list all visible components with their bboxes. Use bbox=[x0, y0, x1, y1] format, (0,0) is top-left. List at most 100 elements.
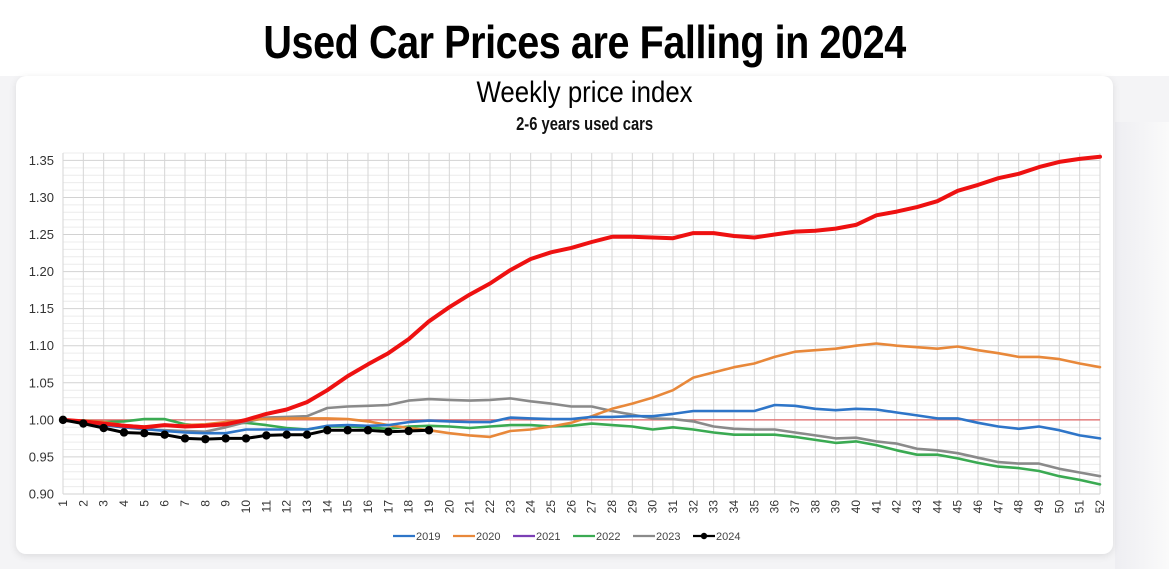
series-line-2021 bbox=[61, 154, 1102, 430]
chart-card bbox=[16, 76, 1113, 554]
x-tick-label: 20 bbox=[442, 500, 456, 514]
x-tick-label: 28 bbox=[605, 500, 619, 514]
legend-marker-2024 bbox=[700, 532, 708, 540]
x-tick-label: 11 bbox=[259, 500, 273, 513]
x-tick-label: 30 bbox=[646, 500, 660, 514]
data-point-2024 bbox=[363, 426, 373, 435]
data-point-2024 bbox=[343, 426, 352, 435]
series-line-2023 bbox=[61, 397, 1102, 478]
x-tick-label: 52 bbox=[1093, 500, 1107, 514]
data-point-2024 bbox=[201, 434, 210, 444]
data-point-2024 bbox=[180, 434, 190, 443]
y-tick-label: 0.95 bbox=[29, 449, 54, 464]
x-tick-label: 15 bbox=[341, 500, 355, 514]
x-tick-label: 44 bbox=[930, 500, 944, 514]
data-point-2024 bbox=[160, 430, 169, 439]
series-line-2019 bbox=[61, 403, 1102, 440]
data-point-2024 bbox=[79, 419, 88, 428]
x-tick-label: 27 bbox=[585, 500, 599, 514]
chart-subsubtitle: 2-6 years used cars bbox=[516, 114, 654, 134]
y-tick-label: 1.10 bbox=[29, 338, 54, 353]
data-point-2024 bbox=[302, 430, 312, 439]
x-tick-label: 8 bbox=[198, 500, 212, 507]
x-tick-label: 24 bbox=[524, 500, 538, 514]
x-tick-label: 3 bbox=[97, 500, 111, 507]
x-tick-label: 16 bbox=[361, 500, 375, 514]
x-tick-label: 22 bbox=[483, 500, 497, 514]
side-strip bbox=[1115, 122, 1169, 569]
x-tick-label: 19 bbox=[422, 500, 436, 514]
series-group bbox=[58, 154, 1102, 486]
x-tick-label: 47 bbox=[991, 500, 1005, 514]
x-tick-label: 34 bbox=[727, 500, 741, 514]
x-tick-label: 25 bbox=[544, 500, 558, 514]
x-axis-ticks: 1 2 3 4 5 6 7 8 9 10 11 12 13 14 15 16 17 18 19 20 21 22 23 24 2… bbox=[56, 500, 1107, 514]
data-point-2024 bbox=[140, 429, 149, 438]
data-point-2024 bbox=[119, 428, 129, 437]
x-tick-label: 40 bbox=[849, 500, 863, 514]
legend-label-2020: 2020 bbox=[476, 531, 500, 543]
x-tick-label: 18 bbox=[402, 500, 416, 514]
legend-label-2019: 2019 bbox=[416, 531, 440, 543]
x-tick-label: 14 bbox=[320, 500, 334, 514]
data-point-2024 bbox=[384, 427, 393, 436]
data-point-2024 bbox=[262, 431, 271, 440]
x-tick-label: 33 bbox=[707, 500, 721, 514]
chart-subtitle: Weekly price index bbox=[476, 76, 693, 109]
y-tick-label: 1.05 bbox=[29, 375, 54, 390]
x-tick-label: 31 bbox=[666, 500, 680, 514]
x-tick-label: 37 bbox=[788, 500, 802, 514]
x-tick-label: 10 bbox=[239, 500, 253, 514]
x-tick-label: 6 bbox=[158, 500, 172, 507]
data-point-2024 bbox=[424, 426, 434, 435]
y-tick-label: 1.25 bbox=[29, 227, 54, 242]
x-tick-label: 39 bbox=[829, 500, 843, 514]
x-tick-label: 23 bbox=[503, 500, 517, 514]
data-point-2024 bbox=[221, 434, 230, 443]
x-tick-label: 36 bbox=[768, 500, 782, 514]
x-tick-label: 42 bbox=[890, 500, 904, 514]
legend-label-2022: 2022 bbox=[596, 531, 620, 543]
header-band bbox=[0, 0, 1169, 76]
x-tick-label: 50 bbox=[1052, 500, 1066, 514]
x-tick-label: 43 bbox=[910, 500, 924, 514]
x-tick-label: 17 bbox=[381, 500, 395, 514]
x-tick-label: 26 bbox=[564, 500, 578, 514]
x-tick-label: 2 bbox=[76, 500, 90, 507]
chart-title: Used Car Prices are Falling in 2024 bbox=[263, 16, 906, 68]
x-tick-label: 5 bbox=[137, 500, 151, 507]
y-tick-label: 1.20 bbox=[29, 264, 54, 279]
x-tick-label: 29 bbox=[625, 500, 639, 514]
legend: 2019 2020 2021 2022 2023 2024 bbox=[393, 531, 740, 543]
y-tick-label: 1.15 bbox=[29, 301, 54, 316]
y-axis-ticks: 0.90 0.95 1.00 1.05 1.10 1.15 1.20 1.25 1.30 1.35 bbox=[29, 153, 54, 502]
data-point-2024 bbox=[404, 426, 413, 436]
data-point-2024 bbox=[58, 415, 68, 425]
x-tick-label: 51 bbox=[1073, 500, 1087, 514]
data-point-2024 bbox=[241, 434, 251, 443]
x-tick-label: 21 bbox=[463, 500, 477, 514]
x-tick-label: 4 bbox=[117, 500, 131, 507]
x-tick-label: 35 bbox=[747, 500, 761, 514]
legend-label-2024: 2024 bbox=[716, 531, 740, 543]
grid bbox=[62, 152, 1101, 495]
y-tick-label: 0.90 bbox=[29, 487, 54, 502]
x-tick-label: 9 bbox=[219, 500, 233, 507]
x-tick-label: 13 bbox=[300, 500, 314, 514]
x-tick-label: 1 bbox=[56, 500, 70, 507]
data-point-2024 bbox=[99, 423, 108, 433]
x-tick-label: 41 bbox=[869, 500, 883, 514]
legend-label-2021: 2021 bbox=[536, 531, 560, 543]
x-tick-label: 48 bbox=[1012, 500, 1026, 514]
data-point-2024 bbox=[323, 426, 332, 435]
y-tick-label: 1.30 bbox=[29, 190, 54, 205]
data-point-2024 bbox=[282, 430, 291, 439]
x-tick-label: 46 bbox=[971, 500, 985, 514]
x-tick-label: 7 bbox=[178, 500, 192, 507]
y-tick-label: 1.35 bbox=[29, 153, 54, 168]
x-tick-label: 49 bbox=[1032, 500, 1046, 514]
legend-label-2023: 2023 bbox=[656, 531, 680, 543]
x-tick-label: 12 bbox=[280, 500, 294, 514]
y-tick-label: 1.00 bbox=[29, 412, 54, 427]
